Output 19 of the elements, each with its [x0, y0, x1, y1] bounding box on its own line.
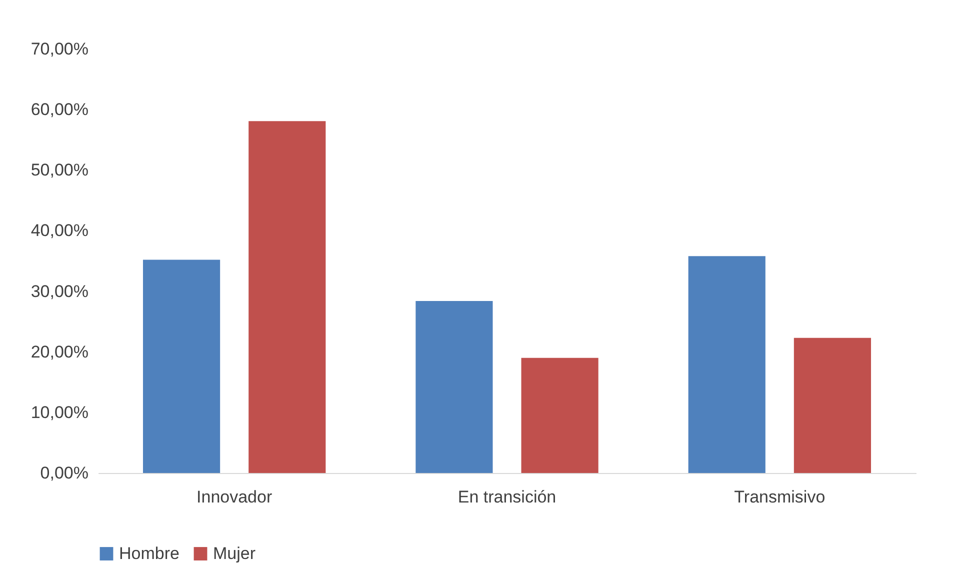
y-tick-label: 60,00%: [30, 100, 88, 120]
x-tick-label: Innovador: [196, 488, 272, 506]
bar: [521, 358, 598, 473]
y-tick-label: 20,00%: [30, 342, 88, 362]
bar: [794, 338, 872, 473]
bar: [248, 121, 326, 473]
x-tick-label: En transición: [458, 488, 556, 506]
y-tick-label: 70,00%: [30, 40, 88, 58]
legend-label: Mujer: [213, 544, 256, 563]
y-tick-label: 0,00%: [40, 464, 88, 482]
y-tick-label: 10,00%: [30, 402, 88, 422]
legend-label: Hombre: [119, 544, 180, 563]
y-tick-label: 40,00%: [30, 221, 88, 240]
bar: [142, 260, 220, 473]
y-tick-label: 30,00%: [30, 282, 88, 301]
bar: [688, 256, 766, 473]
bar: [416, 300, 493, 473]
y-tick-label: 50,00%: [30, 160, 88, 180]
x-tick-label: Transmisivo: [734, 488, 826, 506]
